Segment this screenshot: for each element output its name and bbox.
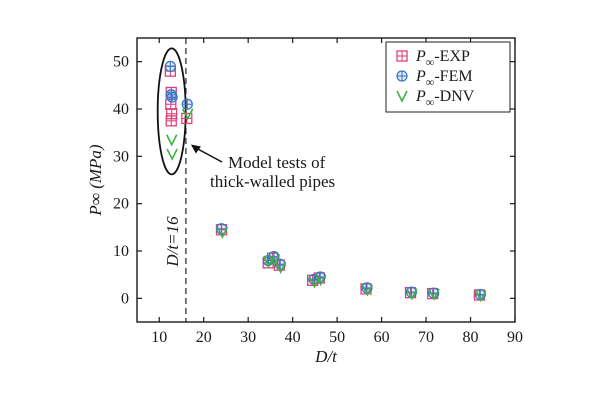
data-point bbox=[164, 60, 177, 73]
y-tick-label: 30 bbox=[113, 148, 129, 165]
y-tick-label: 50 bbox=[113, 54, 129, 71]
data-point bbox=[166, 91, 178, 103]
data-point bbox=[216, 226, 229, 239]
data-point bbox=[361, 284, 374, 297]
x-tick-label: 40 bbox=[285, 329, 301, 346]
legend-marker bbox=[396, 50, 408, 62]
data-point bbox=[181, 108, 194, 121]
annotation-line1: Model tests of bbox=[228, 153, 326, 172]
data-point bbox=[181, 98, 193, 110]
annotation-arrowhead bbox=[190, 144, 201, 154]
legend-marker bbox=[396, 90, 408, 103]
x-tick-label: 60 bbox=[374, 329, 390, 346]
data-point bbox=[406, 288, 418, 301]
data-point bbox=[427, 287, 440, 299]
legend-label: P∞-EXP bbox=[415, 48, 470, 69]
annotation-arrow bbox=[196, 147, 223, 163]
x-tick-label: 30 bbox=[240, 329, 256, 346]
y-tick-label: 20 bbox=[113, 196, 129, 213]
legend-marker bbox=[396, 70, 408, 82]
data-point bbox=[166, 148, 178, 161]
x-axis-title: D/t bbox=[314, 347, 338, 366]
y-tick-label: 40 bbox=[113, 101, 129, 118]
series-2 bbox=[165, 108, 487, 303]
data-point bbox=[268, 254, 281, 267]
reference-line-label: D/t=16 bbox=[163, 216, 182, 268]
x-tick-label: 20 bbox=[196, 329, 212, 346]
data-point bbox=[314, 274, 327, 287]
legend-label: P∞-DNV bbox=[415, 88, 475, 109]
x-tick-label: 10 bbox=[151, 329, 167, 346]
plot-frame bbox=[136, 37, 516, 323]
y-tick-label: 10 bbox=[113, 243, 129, 260]
x-tick-label: 70 bbox=[418, 329, 434, 346]
y-tick-label: 0 bbox=[121, 290, 129, 307]
x-tick-label: 90 bbox=[507, 329, 523, 346]
data-point bbox=[475, 290, 487, 303]
data-point bbox=[274, 261, 287, 274]
data-point bbox=[165, 134, 178, 147]
data-point bbox=[165, 115, 177, 127]
y-axis-title: P∞ (MPa) bbox=[86, 144, 105, 216]
data-point bbox=[428, 288, 440, 301]
annotation-line2: thick-walled pipes bbox=[210, 172, 335, 191]
legend-label: P∞-FEM bbox=[415, 68, 473, 89]
x-tick-label: 50 bbox=[329, 329, 345, 346]
x-tick-label: 80 bbox=[463, 329, 479, 346]
